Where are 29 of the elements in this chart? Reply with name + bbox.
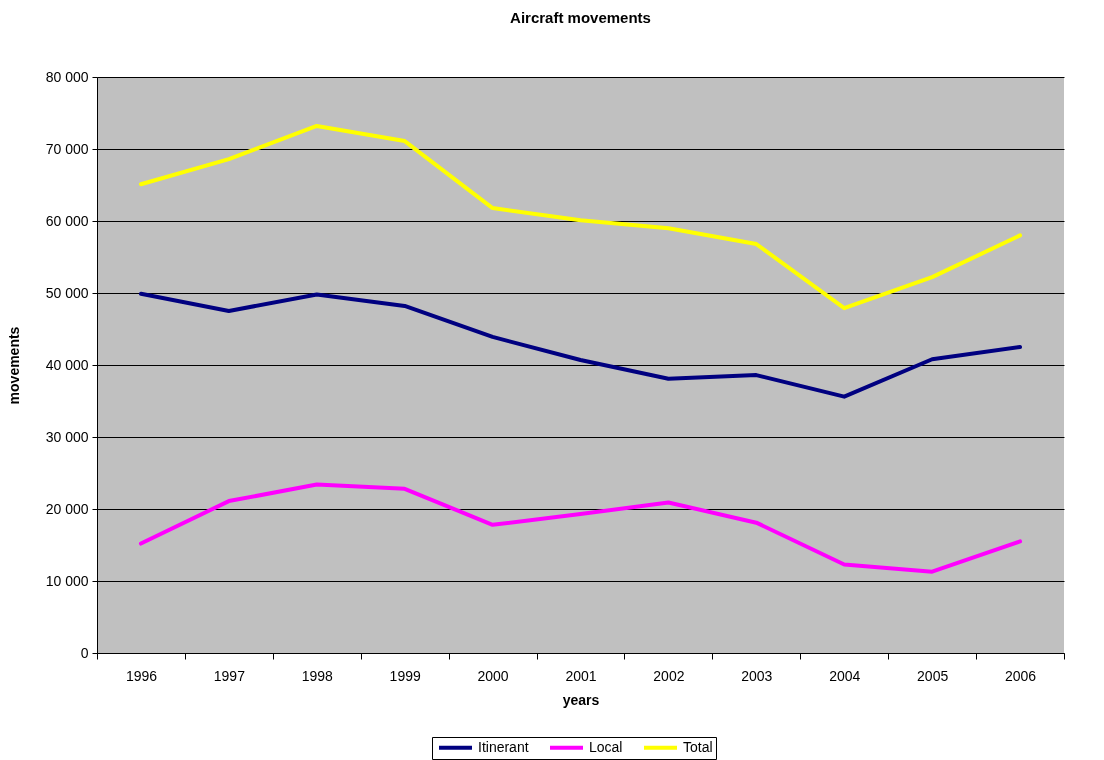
x-tick-label: 1997 (213, 667, 246, 684)
y-tick-label: 0 (80, 644, 89, 661)
x-tick-label: 2004 (829, 667, 861, 684)
y-tick-label: 40 000 (45, 356, 89, 373)
x-tick-label: 2000 (477, 667, 509, 684)
line-series (138, 291, 1023, 399)
y-tick-label: 70 000 (45, 140, 89, 157)
x-tick-label: 2006 (1004, 667, 1037, 684)
y-tick-label: 50 000 (45, 284, 89, 301)
line-series (138, 482, 1023, 574)
x-tick-label: 1996 (125, 667, 158, 684)
y-axis-title: movements (5, 326, 22, 405)
x-tick-label: 1999 (389, 667, 421, 684)
legend-label: Local (589, 738, 623, 755)
legend-label: Total (683, 738, 713, 755)
x-tick-label: 2003 (741, 667, 773, 684)
y-tick-label: 80 000 (45, 68, 89, 85)
line-series (138, 123, 1023, 311)
x-axis-title: years (562, 691, 600, 708)
y-tick-label: 30 000 (45, 428, 89, 445)
legend-label: Itinerant (478, 738, 529, 755)
y-tick-label: 60 000 (45, 212, 89, 229)
y-tick-label: 20 000 (45, 500, 89, 517)
x-tick-label: 2002 (653, 667, 685, 684)
x-tick-label: 2005 (917, 667, 949, 684)
x-tick-label: 1998 (301, 667, 334, 684)
chart-title: Aircraft movements (510, 9, 651, 26)
x-tick-label: 2001 (565, 667, 597, 684)
y-tick-label: 10 000 (45, 572, 89, 589)
